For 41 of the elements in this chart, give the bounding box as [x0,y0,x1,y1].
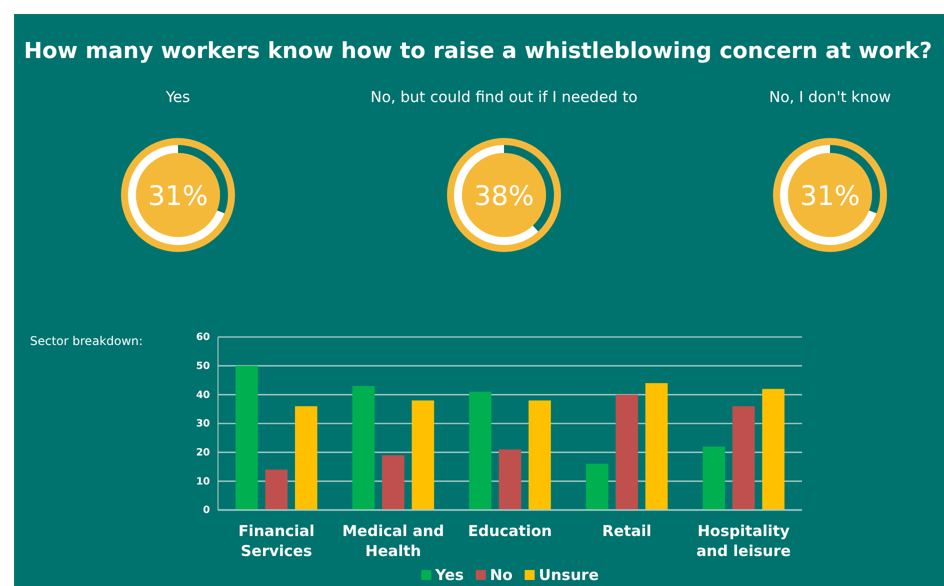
x-tick-label: Financial Services [238,522,314,560]
donut-slice [780,145,876,245]
chart-subtitle: No, I don't know [769,88,891,106]
bar [236,366,258,510]
bar [265,470,288,510]
text: 31% [800,181,860,212]
text: 31% [148,181,208,212]
x-tick-label: Retail [602,522,652,540]
text: 38% [474,181,534,212]
x-tick-label: Education [468,522,552,540]
bar [645,383,668,510]
bar [732,406,755,510]
text: How many workers know how to raise a whistleblowing concern at work? [24,39,932,64]
bar [294,406,318,510]
bar [412,400,434,510]
bar [586,464,608,510]
chart-subtitle: Yes [164,88,190,106]
y-tick-label: 0 [203,505,210,516]
x-tick-label: Hospitality and leisure [696,522,791,560]
y-tick-label: 50 [196,361,210,372]
y-tick-label: 60 [196,332,210,344]
y-tick-label: 20 [196,448,210,459]
x-tick-label: Medical and Health [342,522,444,560]
text: Sector breakdown: [30,334,143,348]
y-tick-label: 40 [196,390,210,401]
y-tick-label: 10 [196,476,210,488]
bar [382,455,404,510]
bar [528,400,551,510]
bar [702,446,726,510]
legend-label: Unsure [538,566,599,584]
bar [469,392,492,510]
y-tick-label: 30 [196,418,210,430]
bar [498,449,522,510]
donut-slice [454,145,538,245]
bar [352,386,375,510]
bar [616,394,638,510]
donut-slice [128,145,224,245]
legend-label: Yes [434,566,464,584]
legend-label: No [490,566,513,584]
bar [762,388,784,510]
chart-subtitle: No, but could find out if I needed to [370,88,638,106]
